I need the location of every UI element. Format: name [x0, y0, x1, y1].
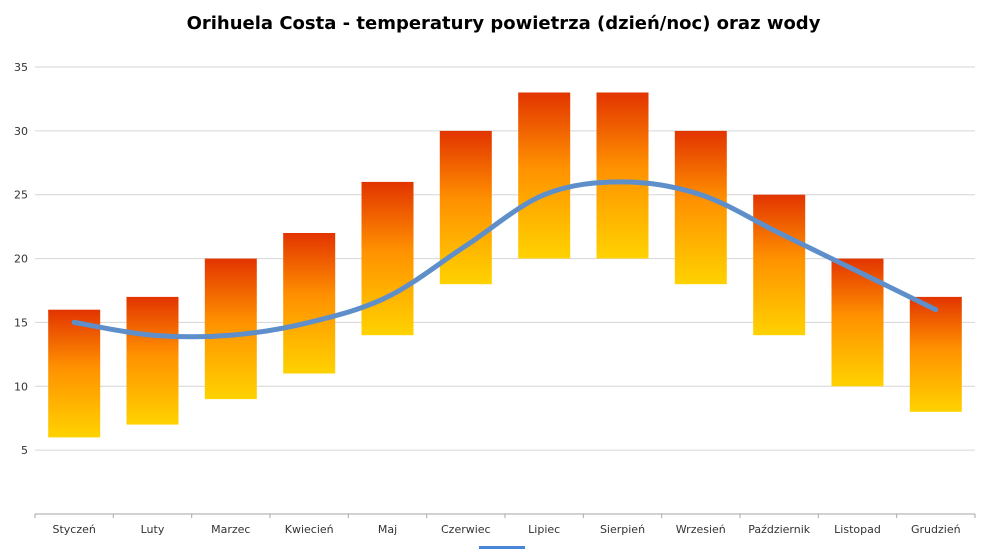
y-axis-label: 5 [21, 444, 28, 457]
x-axis-label: Sierpień [600, 523, 645, 536]
temp-range-bar [126, 296, 179, 425]
x-axis-label: Wrzesień [676, 523, 726, 536]
temp-range-bar [204, 258, 257, 400]
x-axis-label: Grudzień [911, 523, 961, 536]
x-axis-label: Marzec [211, 523, 250, 536]
x-axis-label: Styczeń [53, 523, 96, 536]
x-axis-label: Listopad [834, 523, 881, 536]
temp-range-bar [48, 309, 101, 438]
bottom-edge-blue-mark [479, 546, 525, 549]
y-axis-label: 30 [14, 125, 28, 138]
x-axis-label: Październik [748, 523, 811, 536]
x-axis-label: Czerwiec [441, 523, 491, 536]
temp-range-bar [283, 233, 336, 374]
temp-range-bar [361, 181, 414, 336]
water-temp-line [71, 179, 939, 340]
y-axis-label: 10 [14, 380, 28, 393]
y-axis-label: 25 [14, 189, 28, 202]
temp-range-bar [596, 92, 649, 259]
x-axis-label: Luty [141, 523, 165, 536]
temp-range-bar [909, 296, 962, 412]
y-axis-label: 15 [14, 316, 28, 329]
temp-range-bar [674, 130, 727, 285]
temp-range-bar [753, 194, 806, 336]
y-axis-label: 20 [14, 253, 28, 266]
chart-title: Orihuela Costa - temperatury powietrza (… [186, 13, 821, 34]
temp-range-bar [518, 92, 571, 259]
y-axis-label: 35 [14, 61, 28, 74]
x-axis-label: Lipiec [528, 523, 560, 536]
x-axis-label: Kwiecień [285, 523, 334, 536]
x-axis-label: Maj [378, 523, 397, 536]
